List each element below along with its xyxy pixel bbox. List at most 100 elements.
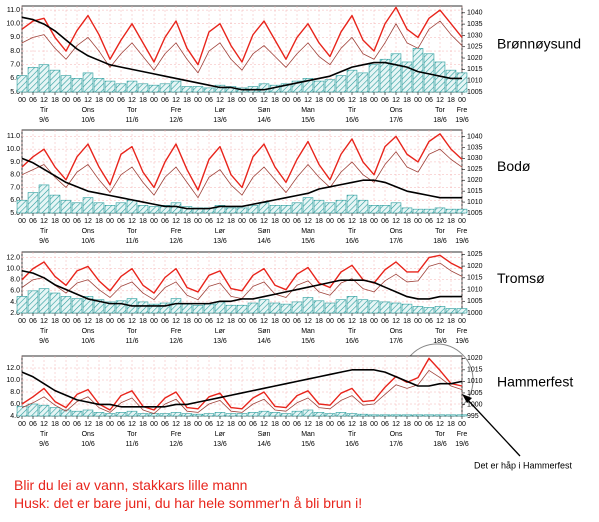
y2-tick-label: 1025 (467, 166, 483, 173)
x-tick-label: 18 (139, 97, 147, 104)
precip-bar (192, 413, 204, 417)
day-label: Lør (215, 328, 226, 335)
precip-bar (192, 304, 204, 314)
date-label: 19/6 (455, 338, 469, 345)
message: Blir du lei av vann, stakkars lille mann… (14, 476, 362, 512)
day-label: Tor (435, 228, 445, 235)
precip-bar (38, 64, 50, 93)
precip-bar (346, 69, 358, 93)
precip-bar (445, 308, 457, 314)
day-label: Man (301, 328, 315, 335)
date-label: 19/6 (455, 238, 469, 245)
x-tick-label: 18 (447, 97, 455, 104)
x-tick-label: 00 (326, 218, 334, 225)
precip-bar (49, 194, 61, 214)
pressure-line (21, 369, 463, 408)
date-label: 19/6 (455, 117, 469, 124)
precip-bar (423, 414, 435, 417)
precip-bar (203, 413, 215, 417)
day-label: Tir (348, 107, 357, 114)
x-tick-label: 18 (403, 421, 411, 428)
precip-bar (137, 413, 149, 417)
y-tick-label: 4.0 (10, 413, 20, 420)
precip-bar (313, 199, 325, 214)
precip-bar (115, 300, 127, 314)
y-tick-label: 2.0 (10, 310, 20, 317)
precip-bar (181, 413, 193, 417)
day-label: Tor (127, 431, 137, 438)
x-tick-label: 06 (381, 421, 389, 428)
precip-bar (423, 208, 435, 214)
day-label: Tir (40, 328, 49, 335)
x-tick-label: 00 (370, 218, 378, 225)
precip-bar (346, 296, 358, 314)
date-label: 11/6 (125, 338, 138, 345)
precip-bar (38, 288, 50, 314)
precip-bar (214, 412, 226, 417)
date-label: 12/6 (169, 338, 183, 345)
x-tick-label: 18 (447, 421, 455, 428)
precip-bar (258, 83, 270, 93)
y2-tick-label: 1015 (467, 367, 483, 374)
y-tick-label: 10.0 (6, 265, 20, 272)
day-label: Tor (127, 228, 137, 235)
precip-bar (93, 78, 105, 93)
precip-bar (181, 303, 193, 314)
y2-tick-label: 1040 (467, 10, 483, 17)
precip-bar (313, 300, 325, 314)
x-tick-label: 06 (249, 218, 257, 225)
x-tick-label: 18 (315, 218, 323, 225)
x-tick-label: 18 (139, 218, 147, 225)
x-tick-label: 18 (315, 318, 323, 325)
y-tick-label: 4.0 (10, 299, 20, 306)
precip-bar (236, 207, 248, 214)
x-tick-label: 12 (128, 421, 136, 428)
precip-bar (368, 300, 380, 314)
precip-bar (225, 304, 237, 314)
precip-bar (280, 303, 292, 314)
precip-bar (16, 296, 28, 314)
x-tick-label: 18 (139, 421, 147, 428)
date-label: 9/6 (39, 117, 49, 124)
x-tick-label: 00 (62, 218, 70, 225)
precip-bar (280, 83, 292, 93)
x-tick-label: 12 (436, 318, 444, 325)
precip-bar (170, 298, 182, 314)
y-tick-label: 5.0 (10, 89, 20, 96)
x-tick-label: 06 (117, 97, 125, 104)
temperature-line (21, 20, 463, 74)
arrow (465, 397, 521, 457)
y-tick-label: 6.0 (10, 288, 20, 295)
x-tick-label: 18 (183, 318, 191, 325)
y2-tick-label: 1005 (467, 89, 483, 96)
precip-bar (192, 86, 204, 93)
x-tick-label: 00 (414, 218, 422, 225)
x-tick-label: 12 (436, 218, 444, 225)
precip-bar (291, 410, 303, 417)
x-tick-label: 18 (95, 97, 103, 104)
x-tick-label: 12 (304, 318, 312, 325)
x-tick-label: 00 (326, 318, 334, 325)
date-label: 16/6 (345, 238, 359, 245)
precip-bar (38, 404, 50, 417)
precip-bar (214, 205, 226, 214)
y2-tick-label: 1000 (467, 310, 483, 317)
x-tick-label: 18 (447, 318, 455, 325)
precip-bar (390, 302, 402, 314)
precip-bar (445, 208, 457, 214)
x-tick-label: 00 (62, 97, 70, 104)
x-tick-label: 12 (84, 421, 92, 428)
x-tick-label: 12 (436, 97, 444, 104)
x-tick-label: 12 (84, 97, 92, 104)
y-tick-label: 12.0 (6, 254, 20, 261)
y-tick-label: 10.0 (6, 21, 20, 28)
precip-bar (401, 414, 413, 417)
x-tick-label: 00 (150, 421, 158, 428)
x-tick-label: 00 (194, 218, 202, 225)
precip-bar (456, 208, 468, 214)
precip-bar (335, 412, 347, 417)
y2-tick-label: 1035 (467, 144, 483, 151)
x-tick-label: 00 (106, 421, 114, 428)
y2-tick-label: 1010 (467, 199, 483, 206)
